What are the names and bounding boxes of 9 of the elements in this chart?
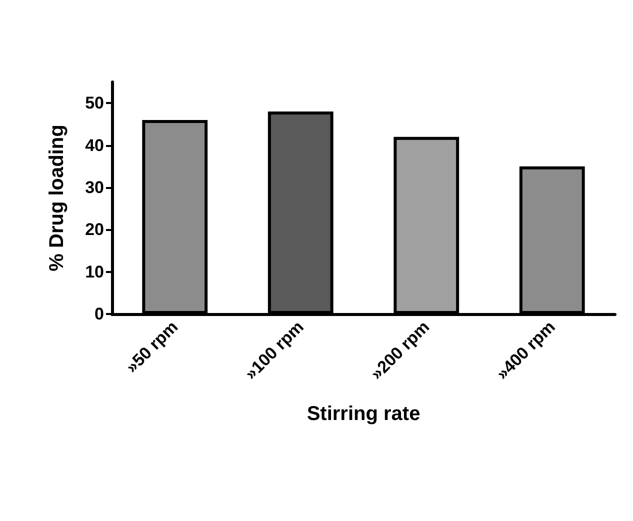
x-axis-title: Stirring rate	[306, 403, 420, 425]
y-tick-label: 50	[85, 94, 104, 113]
y-tick-label: 10	[85, 262, 104, 282]
y-tick-label: 0	[94, 304, 104, 324]
y-axis-title: % Drug loading	[46, 124, 68, 272]
y-tick-label: 40	[85, 136, 104, 155]
y-tick-label: 30	[85, 178, 104, 197]
x-tick-label: »50 rpm	[122, 317, 182, 377]
y-tick-label: 20	[85, 220, 104, 240]
